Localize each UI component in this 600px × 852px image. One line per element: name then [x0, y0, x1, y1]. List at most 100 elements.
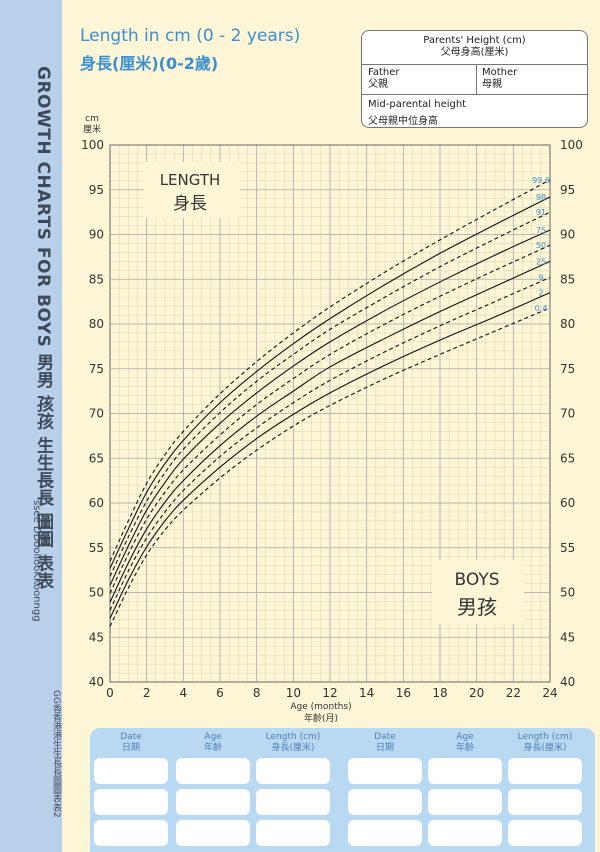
side-title: GROWTH CHARTS FOR BOYS 男男 孩孩 生生長長 圖圖 表表: [33, 66, 53, 590]
y-tick-label: 80: [89, 317, 104, 331]
mid-label-en: Mid-parental height: [368, 99, 467, 110]
x-tick-label: 6: [216, 686, 224, 700]
y-tick-label: 65: [560, 451, 575, 465]
log-col-header-zh: 日期: [121, 743, 140, 753]
chart-title-zh: 身長(厘米)(0-2歲): [80, 54, 219, 73]
y-axis-unit-zh: 厘米: [83, 123, 101, 135]
side-strip: [0, 0, 62, 852]
y-tick-label: 50: [560, 586, 575, 600]
y-tick-label: 55: [89, 541, 104, 555]
parents-divider: [476, 64, 477, 94]
x-tick-label: 14: [359, 686, 374, 700]
y-axis-unit-en: cm: [85, 114, 99, 124]
y-tick-label: 90: [89, 228, 104, 242]
percentile-label: 25: [536, 257, 546, 266]
x-tick-label: 18: [432, 686, 447, 700]
percentile-label: 50: [536, 241, 546, 250]
percentile-curves: [109, 179, 551, 627]
percentile-label: 0.4: [535, 304, 548, 313]
x-tick-label: 10: [286, 686, 301, 700]
y-tick-label: 60: [89, 496, 104, 510]
log-col-header-zh: 年齡: [455, 743, 474, 753]
log-cell[interactable]: [508, 758, 582, 784]
log-col-header: Date 日期: [94, 732, 168, 754]
log-col-header-en: Length (cm): [517, 732, 573, 742]
log-cell[interactable]: [428, 758, 502, 784]
parents-box-header: Parents' Height (cm) 父母身高(厘米): [362, 31, 587, 65]
x-axis-label-en: Age (months): [290, 702, 351, 712]
y-tick-labels-left: 40 45 50 55 60 65 70 75 80 85 90 95 100: [81, 138, 104, 689]
log-cell[interactable]: [508, 789, 582, 815]
percentile-label: 91: [536, 208, 546, 217]
log-cell[interactable]: [256, 820, 330, 846]
y-tick-label: 50: [89, 586, 104, 600]
log-col-header: Length (cm) 身長(厘米): [256, 732, 330, 754]
parents-divider-h: [362, 94, 587, 95]
y-tick-label: 65: [89, 451, 104, 465]
y-tick-label: 60: [560, 496, 575, 510]
parents-title-en: Parents' Height (cm): [423, 35, 526, 46]
mother-field[interactable]: Mother 母親: [482, 67, 517, 91]
log-col-header-en: Date: [374, 732, 396, 742]
y-tick-label: 45: [560, 630, 575, 644]
log-cell[interactable]: [176, 758, 250, 784]
parents-title-zh: 父母身高(厘米): [440, 47, 509, 58]
measurement-log-table: Date 日期 Age 年齡 Length (cm) 身長(厘米) Date 日期 Age 年齡 L…: [90, 728, 595, 852]
mid-label-zh: 父母親中位身高: [368, 116, 438, 127]
father-field[interactable]: Father 父親: [368, 67, 399, 91]
x-tick-label: 4: [180, 686, 188, 700]
log-cell[interactable]: [348, 789, 422, 815]
log-col-header-zh: 身長(厘米): [523, 743, 567, 753]
log-col-header: Date 日期: [348, 732, 422, 754]
log-col-header-zh: 日期: [375, 743, 394, 753]
log-cell[interactable]: [428, 789, 502, 815]
y-tick-label: 75: [89, 362, 104, 376]
log-cell[interactable]: [508, 820, 582, 846]
y-tick-label: 55: [560, 541, 575, 555]
length-label-bg: [144, 162, 240, 218]
log-col-header-en: Length (cm): [265, 732, 321, 742]
chart-title-en: Length in cm (0 - 2 years): [80, 26, 301, 46]
y-tick-label: 40: [89, 675, 104, 689]
log-cell[interactable]: [256, 758, 330, 784]
percentile-label: 2: [538, 289, 543, 298]
y-tick-label: 70: [89, 407, 104, 421]
father-label-zh: 父親: [368, 79, 388, 90]
y-tick-label: 90: [560, 228, 575, 242]
log-col-header: Age 年齡: [428, 732, 502, 754]
percentile-curve-25: [109, 260, 551, 603]
mid-parental-field[interactable]: Mid-parental height 父母親中位身高: [368, 98, 466, 128]
x-tick-label: 22: [506, 686, 521, 700]
log-cell[interactable]: [94, 820, 168, 846]
x-tick-label: 8: [253, 686, 261, 700]
percentile-curve-99-6: [109, 179, 551, 562]
y-tick-label: 95: [560, 183, 575, 197]
log-col-header-zh: 年齡: [203, 743, 222, 753]
log-cell[interactable]: [94, 758, 168, 784]
log-col-header-zh: 身長(厘米): [271, 743, 315, 753]
log-cell[interactable]: [428, 820, 502, 846]
percentile-label: 75: [536, 226, 546, 235]
log-cell[interactable]: [256, 789, 330, 815]
log-cell[interactable]: [94, 789, 168, 815]
percentile-label: 98: [536, 193, 546, 202]
y-tick-label: 75: [560, 362, 575, 376]
y-tick-label: 45: [89, 630, 104, 644]
percentile-label: 9: [538, 273, 543, 282]
percentile-curve-91: [109, 211, 551, 577]
mother-label-zh: 母親: [482, 79, 502, 90]
x-tick-label: 24: [542, 686, 557, 700]
percentile-labels: 99.6 98 91 75 50 25 9 2 0.4: [532, 176, 550, 313]
log-cell[interactable]: [176, 789, 250, 815]
y-tick-label: 80: [560, 317, 575, 331]
log-cell[interactable]: [348, 758, 422, 784]
y-tick-label: 95: [89, 183, 104, 197]
percentile-curve-0-4: [109, 307, 551, 627]
side-subtitle: ssee DDoollooKKoonngg: [31, 500, 42, 622]
log-cell[interactable]: [176, 820, 250, 846]
percentile-label: 99.6: [532, 176, 550, 185]
boys-label-zh: 男孩: [457, 595, 497, 619]
y-tick-label: 70: [560, 407, 575, 421]
log-cell[interactable]: [348, 820, 422, 846]
